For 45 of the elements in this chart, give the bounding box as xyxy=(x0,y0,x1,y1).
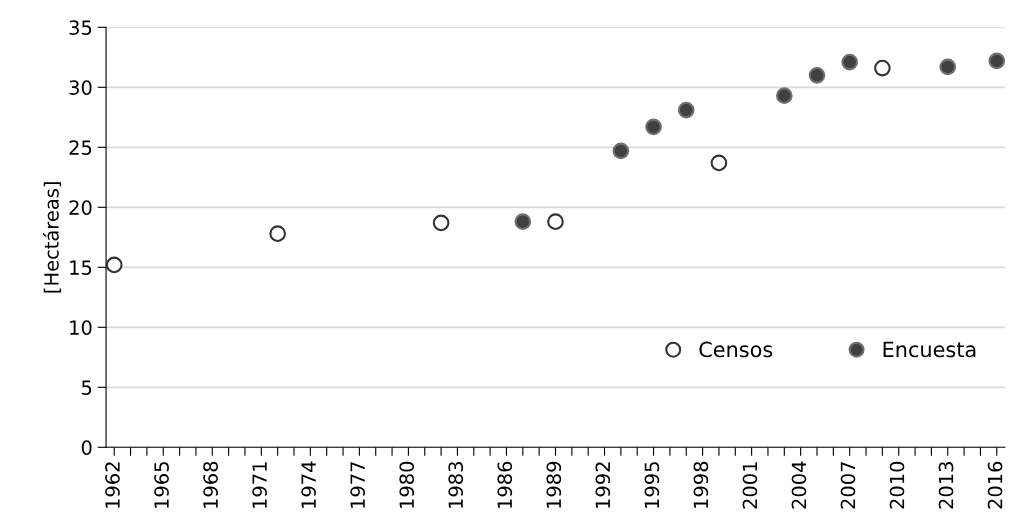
x-tick-label: 2016 xyxy=(987,461,1003,509)
point xyxy=(988,52,1005,70)
y-tick-label: 5 xyxy=(81,380,92,395)
point xyxy=(874,59,891,77)
x-tick-label: 1989 xyxy=(546,461,562,508)
x-tick-label: 1992 xyxy=(595,462,611,508)
x-tick-label: 2001 xyxy=(742,462,758,509)
x-tick-label: 1968 xyxy=(203,461,218,508)
y-tick-label: 35 xyxy=(69,20,92,35)
point xyxy=(808,66,826,84)
point xyxy=(514,213,532,231)
x-tick-label: 1965 xyxy=(154,462,169,508)
x-tick-label: 1974 xyxy=(301,461,316,508)
y-tick-label: 15 xyxy=(70,260,92,275)
x-tick-label: 1962 xyxy=(105,462,120,508)
x-tick-label: 2013 xyxy=(938,462,954,509)
legend-label: Encuesta xyxy=(883,341,976,358)
x-tick-label: 2010 xyxy=(889,461,905,509)
legend-label: Censos xyxy=(699,341,773,358)
point xyxy=(432,214,450,232)
y-tick-label: 25 xyxy=(69,140,92,155)
x-tick-label: 1983 xyxy=(448,462,464,508)
point xyxy=(710,154,728,172)
point xyxy=(106,256,123,274)
point xyxy=(547,213,564,231)
x-tick-label: 2004 xyxy=(791,461,807,509)
y-tick-label: 20 xyxy=(69,200,92,215)
point xyxy=(677,101,695,119)
point xyxy=(841,53,859,71)
point xyxy=(775,87,793,105)
point xyxy=(939,58,957,76)
y-axis-title: [Hectáreas] xyxy=(42,182,62,293)
x-tick-label: 1998 xyxy=(693,461,709,508)
point xyxy=(612,142,630,160)
x-tick-label: 1995 xyxy=(644,462,660,508)
y-tick-label: 0 xyxy=(81,440,92,455)
x-tick-label: 1977 xyxy=(350,462,366,508)
point xyxy=(645,118,662,136)
y-tick-label: 10 xyxy=(70,320,92,335)
point xyxy=(269,225,286,243)
x-tick-label: 2007 xyxy=(840,462,856,509)
x-tick-label: 1980 xyxy=(399,461,415,508)
y-tick-label: 30 xyxy=(69,80,92,95)
x-tick-label: 1971 xyxy=(252,462,267,508)
x-tick-label: 1986 xyxy=(497,461,513,508)
